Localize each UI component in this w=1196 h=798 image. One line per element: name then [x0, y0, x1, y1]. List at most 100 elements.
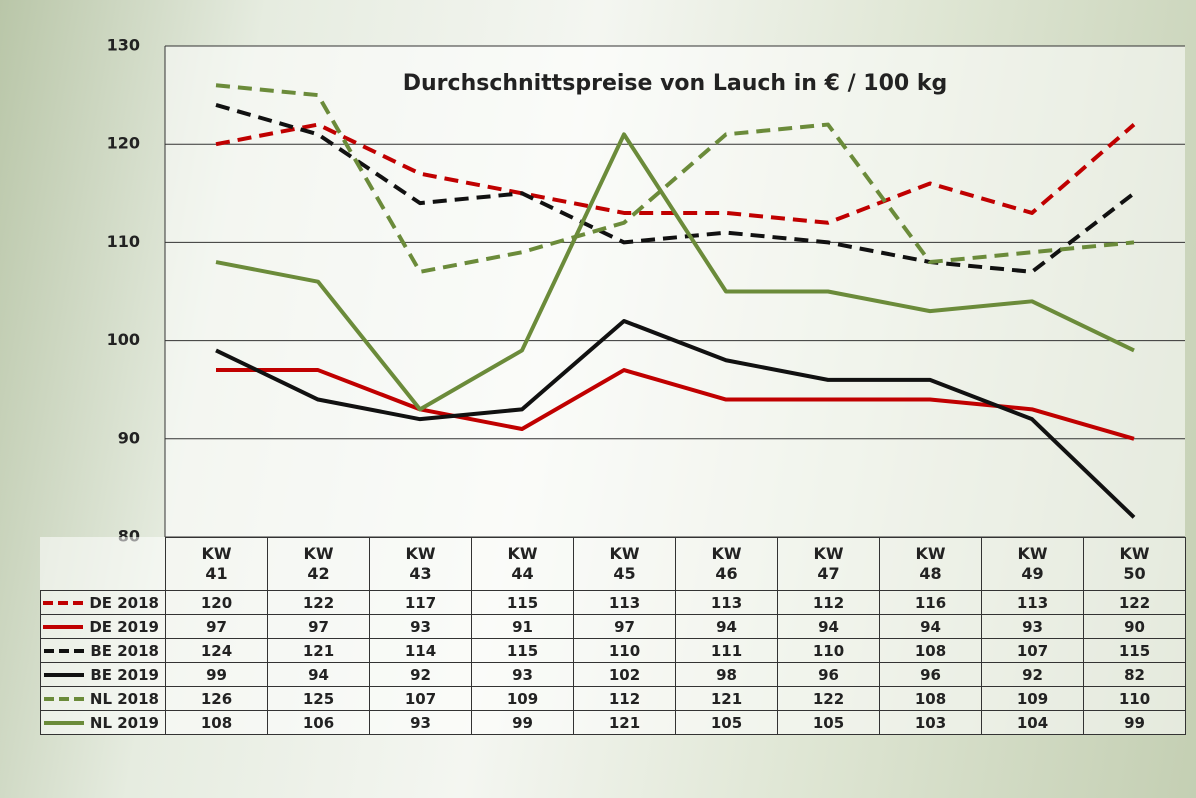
legend-swatch — [42, 646, 86, 656]
table-value: 110 — [778, 639, 880, 663]
x-tick-label: KW 50 — [1084, 538, 1186, 591]
table-value: 94 — [268, 663, 370, 687]
table-value: 96 — [880, 663, 982, 687]
table-value: 122 — [778, 687, 880, 711]
table-value: 108 — [880, 687, 982, 711]
legend-swatch — [42, 670, 86, 680]
table-value: 115 — [1084, 639, 1186, 663]
table-value: 94 — [778, 615, 880, 639]
x-tick-label: KW 49 — [982, 538, 1084, 591]
table-value: 105 — [676, 711, 778, 735]
legend-label: BE 2019 — [90, 666, 159, 684]
legend-entry: NL 2019 — [41, 711, 166, 735]
table-value: 125 — [268, 687, 370, 711]
legend-swatch — [42, 694, 86, 704]
x-tick-label: KW 47 — [778, 538, 880, 591]
x-tick-label: KW 45 — [574, 538, 676, 591]
legend-entry: BE 2019 — [41, 663, 166, 687]
legend-swatch — [42, 718, 86, 728]
table-value: 82 — [1084, 663, 1186, 687]
table-value: 96 — [778, 663, 880, 687]
table-value: 106 — [268, 711, 370, 735]
table-value: 99 — [166, 663, 268, 687]
table-value: 117 — [370, 591, 472, 615]
table-value: 92 — [370, 663, 472, 687]
table-value: 90 — [1084, 615, 1186, 639]
page: Durchschnittspreise von Lauch in € / 100… — [0, 0, 1196, 798]
legend-swatch — [41, 598, 85, 608]
table-value: 108 — [880, 639, 982, 663]
table-value: 104 — [982, 711, 1084, 735]
table-value: 93 — [370, 615, 472, 639]
table-value: 108 — [166, 711, 268, 735]
table-value: 114 — [370, 639, 472, 663]
table-row: DE 201997979391979494949390 — [41, 615, 1186, 639]
table-value: 94 — [880, 615, 982, 639]
table-value: 122 — [268, 591, 370, 615]
table-value: 121 — [268, 639, 370, 663]
legend-label: BE 2018 — [90, 642, 159, 660]
table-value: 115 — [472, 639, 574, 663]
table-value: 113 — [574, 591, 676, 615]
legend-label: DE 2019 — [89, 618, 159, 636]
plot-area — [165, 46, 1185, 537]
y-tick-label: 90 — [118, 428, 140, 447]
y-tick-label: 120 — [107, 134, 140, 153]
legend-entry: BE 2018 — [41, 639, 166, 663]
legend-label: NL 2019 — [90, 714, 159, 732]
table-value: 92 — [982, 663, 1084, 687]
table-value: 97 — [268, 615, 370, 639]
legend-entry: DE 2019 — [41, 615, 166, 639]
table-value: 110 — [574, 639, 676, 663]
table-value: 109 — [982, 687, 1084, 711]
legend-label: DE 2018 — [89, 594, 159, 612]
table-value: 120 — [166, 591, 268, 615]
table-value: 116 — [880, 591, 982, 615]
table-value: 98 — [676, 663, 778, 687]
table-value: 103 — [880, 711, 982, 735]
table-value: 107 — [982, 639, 1084, 663]
x-tick-label: KW 48 — [880, 538, 982, 591]
table-value: 111 — [676, 639, 778, 663]
table-value: 121 — [574, 711, 676, 735]
legend-entry: DE 2018 — [41, 591, 166, 615]
legend-swatch — [41, 622, 85, 632]
table-value: 110 — [1084, 687, 1186, 711]
table-value: 102 — [574, 663, 676, 687]
legend-label: NL 2018 — [90, 690, 159, 708]
x-tick-label: KW 43 — [370, 538, 472, 591]
chart-title: Durchschnittspreise von Lauch in € / 100… — [403, 71, 948, 96]
table-value: 93 — [370, 711, 472, 735]
table-value: 113 — [676, 591, 778, 615]
table-value: 124 — [166, 639, 268, 663]
table-value: 99 — [1084, 711, 1186, 735]
table-value: 112 — [574, 687, 676, 711]
table-value: 109 — [472, 687, 574, 711]
table-value: 94 — [676, 615, 778, 639]
table-value: 93 — [472, 663, 574, 687]
y-tick-label: 130 — [107, 36, 140, 55]
table-value: 99 — [472, 711, 574, 735]
y-tick-label: 110 — [107, 232, 140, 251]
x-tick-label: KW 46 — [676, 538, 778, 591]
y-tick-label: 100 — [107, 330, 140, 349]
table-value: 121 — [676, 687, 778, 711]
table-value: 113 — [982, 591, 1084, 615]
table-value: 105 — [778, 711, 880, 735]
table-value: 91 — [472, 615, 574, 639]
table-value: 107 — [370, 687, 472, 711]
table-corner — [41, 538, 166, 591]
x-tick-label: KW 44 — [472, 538, 574, 591]
x-tick-label: KW 41 — [166, 538, 268, 591]
x-tick-label: KW 42 — [268, 538, 370, 591]
table-value: 97 — [574, 615, 676, 639]
table-value: 115 — [472, 591, 574, 615]
table-value: 97 — [166, 615, 268, 639]
table-value: 126 — [166, 687, 268, 711]
